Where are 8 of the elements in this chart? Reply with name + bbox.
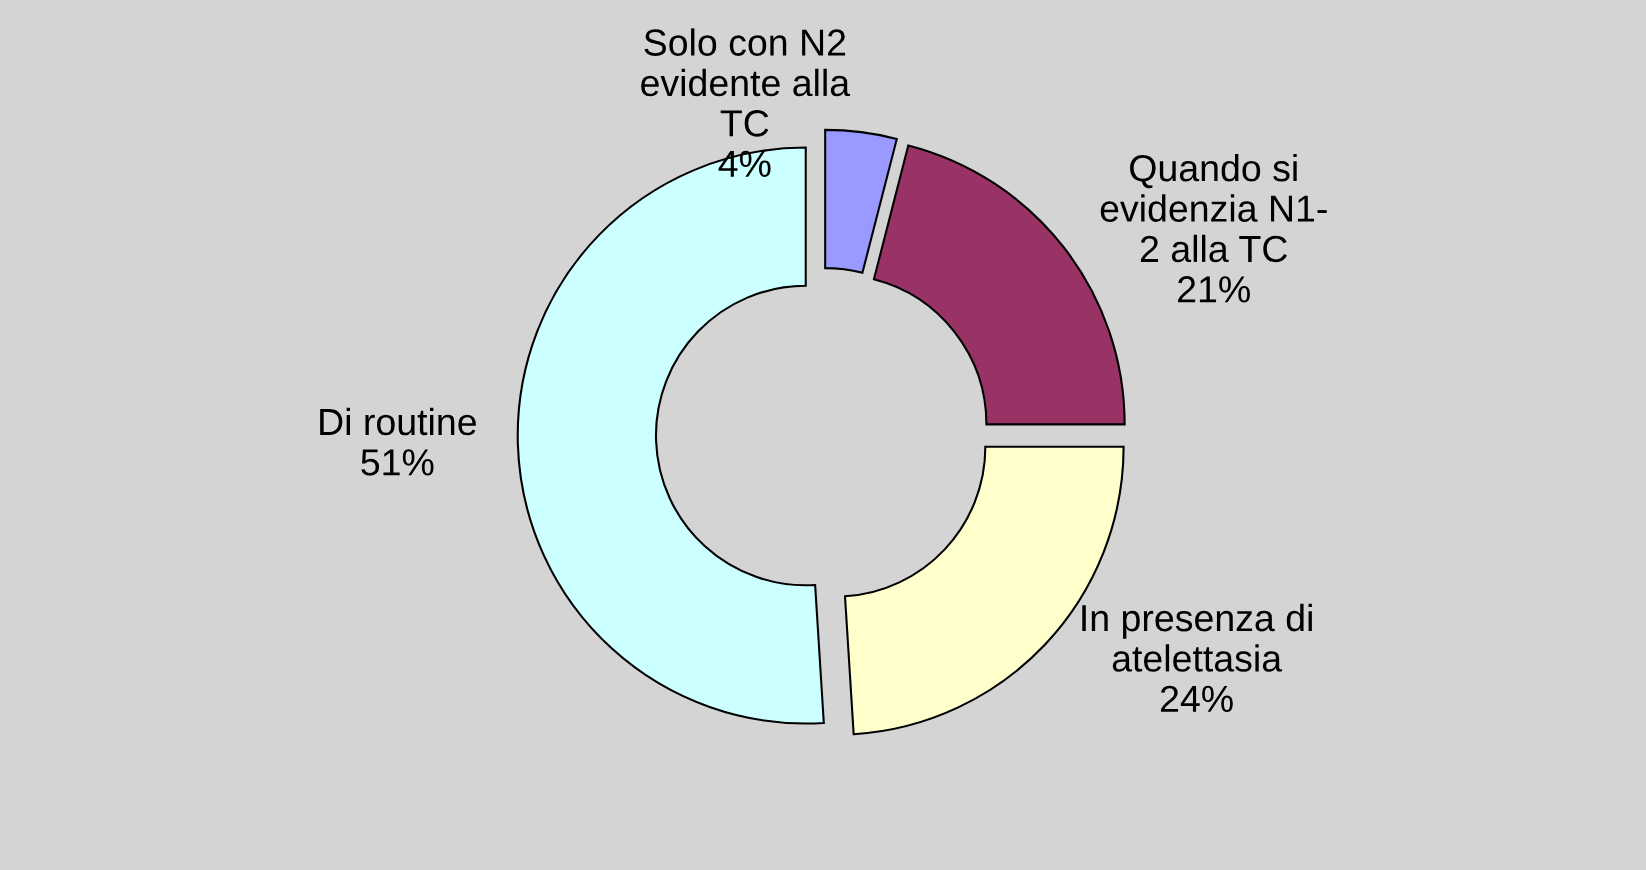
slice-label: Di routine [320, 407, 476, 436]
slice-label: In presenza di atelettasia [1082, 603, 1312, 672]
data-label: 4% [718, 150, 771, 177]
slice-label: Quando si evidenzia N1- 2 alla TC [1100, 153, 1327, 263]
data-label: 24% [1160, 685, 1233, 713]
data-label: 21% [1178, 276, 1250, 303]
data-label: 51% [361, 449, 434, 476]
slice-label: Solo con N2 evidente alla TC [641, 28, 851, 137]
